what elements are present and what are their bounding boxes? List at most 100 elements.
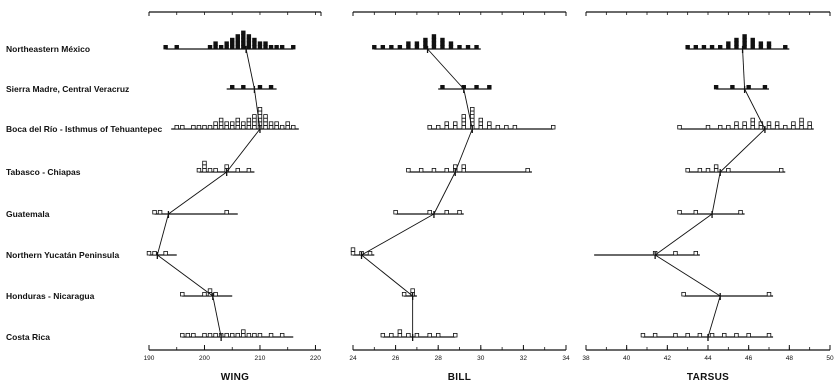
histogram-bin <box>414 332 420 338</box>
histogram-bin <box>207 125 213 130</box>
region-row <box>171 107 299 133</box>
mean-connector <box>427 48 465 90</box>
histogram-bin <box>726 45 731 50</box>
histogram-bin <box>766 125 772 130</box>
histogram-bin <box>791 121 796 126</box>
histogram-bin <box>224 125 229 130</box>
tick-label: 38 <box>582 355 590 362</box>
histogram-bin <box>235 121 240 126</box>
tick-label: 26 <box>392 355 400 362</box>
histogram-bin <box>406 332 411 338</box>
histogram-bin <box>742 34 747 39</box>
histogram-bin <box>726 167 731 173</box>
panel-tarsus: 38 40 42 44 46 48 50 TARSUS <box>582 11 834 383</box>
mean-connector <box>711 171 721 215</box>
histogram-bin <box>453 121 458 126</box>
histogram-bin <box>791 125 796 130</box>
histogram-bin <box>783 45 788 50</box>
histogram-bin <box>774 125 780 130</box>
histogram-bin <box>152 250 157 256</box>
histogram-bin <box>495 125 501 130</box>
histogram-bin <box>235 37 240 43</box>
histogram-bin <box>799 125 804 130</box>
histogram-bin <box>673 332 678 338</box>
histogram-bin <box>693 209 698 215</box>
histogram-bin <box>512 125 518 130</box>
histogram-bin <box>673 250 678 256</box>
histogram-bin <box>252 41 257 46</box>
histogram-bin <box>681 291 686 297</box>
histogram-bin <box>453 332 458 338</box>
histogram-bin <box>431 45 437 50</box>
histogram-bin <box>257 85 263 90</box>
histogram-bin <box>474 85 479 90</box>
histogram-bin <box>389 45 394 50</box>
histogram-bin <box>257 45 263 50</box>
histogram-bin <box>758 45 764 50</box>
tick-label: 190 <box>144 355 155 362</box>
histogram-bin <box>718 125 723 130</box>
histogram-bin <box>268 125 274 130</box>
region-label: Sierra Madre, Central Veracruz <box>6 84 129 94</box>
histogram-bin <box>235 125 240 130</box>
histogram-bin <box>444 167 449 173</box>
histogram-bin <box>207 167 213 173</box>
region-row <box>163 30 296 53</box>
histogram-bin <box>807 121 812 126</box>
tick-label: 32 <box>520 355 528 362</box>
histogram-bin <box>246 37 252 43</box>
histogram-bin <box>414 45 420 50</box>
histogram-bin <box>758 41 764 46</box>
histogram-bin <box>241 85 246 90</box>
histogram-bin <box>157 209 163 215</box>
histogram-bin <box>461 117 466 123</box>
histogram-bin <box>750 117 755 123</box>
histogram-bin <box>713 164 719 169</box>
histogram-bin <box>257 107 263 112</box>
panel-bill: 24 26 28 30 32 34 BILL <box>349 11 570 383</box>
histogram-bin <box>799 117 804 123</box>
histogram-bin <box>461 121 466 126</box>
histogram-bin <box>224 41 229 46</box>
region-row <box>393 209 464 218</box>
histogram-bin <box>230 85 235 90</box>
histogram-bin <box>246 41 252 46</box>
histogram-bin <box>279 332 285 338</box>
tick-label: 220 <box>310 355 321 362</box>
region-row <box>685 164 786 176</box>
mean-connector <box>361 254 413 297</box>
histogram-bin <box>241 34 246 39</box>
histogram-bin <box>213 291 218 297</box>
mean-connector <box>226 128 261 173</box>
histogram-bin <box>730 85 735 90</box>
histogram-bin <box>470 110 475 115</box>
histogram-bin <box>350 250 356 256</box>
histogram-bin <box>406 167 411 173</box>
region-row <box>372 34 481 53</box>
histogram-bin <box>478 121 483 126</box>
histogram-bin <box>504 125 509 130</box>
histogram-bin <box>685 167 690 173</box>
tick-label: 210 <box>255 355 266 362</box>
histogram-bin <box>291 45 296 50</box>
histogram-bin <box>263 117 268 123</box>
histogram-bin <box>444 209 449 215</box>
histogram-bin <box>350 247 356 252</box>
tick-label: 46 <box>745 355 753 362</box>
histogram-bin <box>202 160 207 166</box>
histogram-bin <box>185 332 191 338</box>
region-row <box>427 107 556 133</box>
histogram-bin <box>726 125 731 130</box>
histogram-bin <box>693 250 698 256</box>
histogram-bin <box>285 125 290 130</box>
histogram-bin <box>213 332 218 338</box>
mean-connector <box>719 128 766 173</box>
histogram-bin <box>389 332 394 338</box>
region-row <box>406 164 532 176</box>
histogram-bin <box>470 107 475 112</box>
histogram-bin <box>746 85 751 90</box>
mean-connector <box>157 254 214 297</box>
histogram-bin <box>709 332 715 338</box>
panel-title: BILL <box>448 372 471 383</box>
